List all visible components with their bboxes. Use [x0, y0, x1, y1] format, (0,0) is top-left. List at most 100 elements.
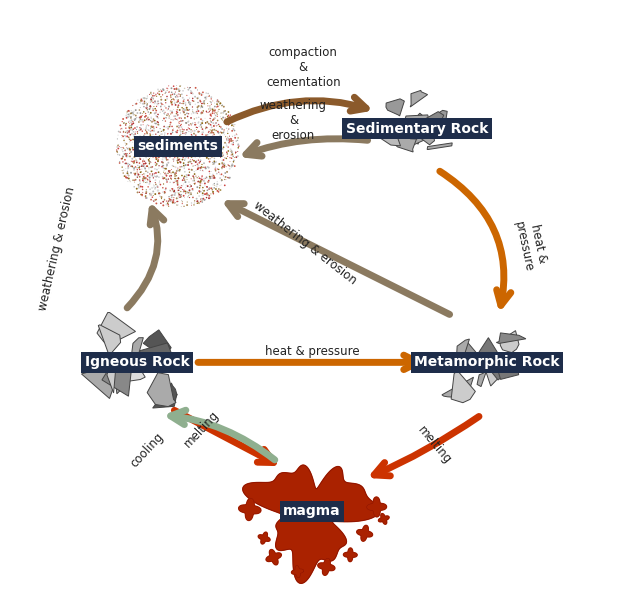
Point	[132, 167, 142, 177]
Point	[210, 181, 220, 190]
Point	[220, 116, 230, 125]
Point	[195, 118, 205, 128]
Point	[222, 135, 232, 145]
Point	[133, 168, 143, 178]
Point	[142, 99, 152, 109]
Point	[222, 167, 232, 177]
Point	[150, 157, 160, 167]
Point	[170, 100, 180, 110]
Point	[150, 108, 160, 118]
Point	[138, 174, 148, 184]
Point	[182, 200, 192, 210]
Point	[120, 159, 130, 168]
Text: compaction
&
cementation: compaction & cementation	[266, 46, 341, 89]
Point	[144, 146, 154, 156]
Point	[230, 131, 240, 140]
Point	[174, 188, 184, 198]
Point	[151, 130, 161, 139]
Polygon shape	[132, 337, 144, 363]
Point	[182, 103, 192, 113]
Point	[202, 117, 212, 127]
Point	[189, 151, 199, 161]
Point	[135, 103, 145, 112]
Point	[207, 104, 217, 114]
Point	[142, 147, 152, 156]
Point	[132, 138, 142, 148]
Point	[122, 131, 132, 141]
Point	[171, 114, 181, 124]
Point	[188, 94, 198, 103]
Point	[154, 152, 164, 162]
Point	[171, 174, 181, 184]
Point	[126, 113, 136, 123]
Point	[170, 114, 180, 124]
Point	[148, 152, 158, 162]
Point	[186, 128, 196, 137]
Point	[152, 122, 162, 132]
Point	[126, 109, 136, 119]
Point	[190, 198, 200, 208]
Point	[196, 151, 206, 161]
Point	[144, 175, 154, 185]
Point	[215, 143, 225, 153]
Point	[156, 126, 166, 136]
Point	[142, 114, 152, 124]
Point	[153, 168, 163, 178]
Point	[162, 171, 172, 181]
Point	[149, 171, 159, 181]
Point	[155, 188, 165, 198]
Point	[189, 108, 199, 118]
Point	[142, 127, 152, 137]
Point	[200, 113, 210, 123]
Point	[149, 182, 159, 192]
Point	[187, 147, 197, 156]
Point	[179, 151, 189, 161]
Point	[215, 131, 225, 140]
Point	[166, 115, 176, 125]
Point	[151, 161, 161, 170]
Point	[168, 195, 178, 205]
Point	[158, 183, 168, 193]
Point	[123, 159, 133, 168]
Point	[191, 83, 201, 92]
Point	[180, 177, 190, 187]
Point	[162, 199, 172, 209]
Point	[172, 109, 182, 119]
Point	[146, 94, 156, 104]
Point	[161, 103, 171, 113]
Point	[195, 181, 205, 190]
Point	[210, 136, 220, 145]
Point	[216, 122, 226, 132]
Point	[142, 115, 152, 125]
Point	[221, 132, 231, 142]
Point	[218, 144, 228, 154]
Point	[194, 199, 204, 209]
Point	[229, 122, 239, 131]
Point	[162, 109, 172, 119]
Point	[165, 171, 175, 181]
Point	[211, 157, 221, 167]
Point	[213, 102, 223, 111]
Point	[173, 121, 183, 131]
Point	[207, 111, 217, 121]
Point	[150, 119, 160, 128]
Point	[132, 156, 142, 165]
Point	[167, 161, 177, 170]
Point	[146, 188, 156, 198]
Point	[190, 134, 200, 144]
Point	[142, 127, 152, 137]
Point	[175, 86, 185, 95]
Point	[120, 155, 130, 165]
Point	[198, 166, 208, 176]
Point	[213, 106, 223, 116]
Point	[167, 89, 177, 99]
Point	[206, 97, 216, 107]
Point	[137, 115, 147, 125]
Point	[210, 162, 220, 172]
Point	[192, 196, 202, 206]
Point	[125, 177, 135, 187]
Point	[151, 133, 161, 143]
Point	[203, 130, 213, 140]
Point	[220, 162, 230, 171]
Point	[208, 189, 218, 199]
